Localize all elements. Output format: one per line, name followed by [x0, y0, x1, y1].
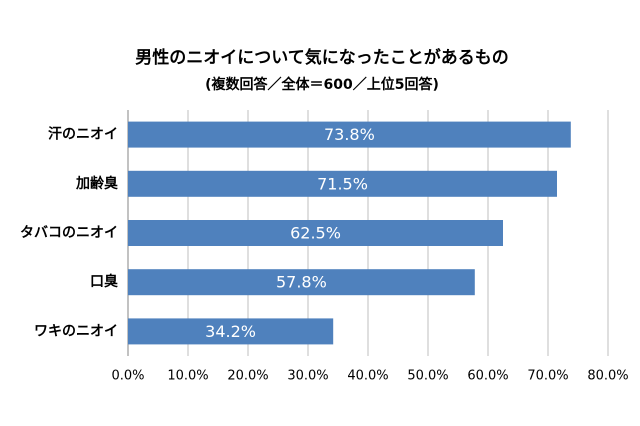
y-tick-label: 加齢臭 [75, 175, 119, 192]
value-label: 62.5% [290, 224, 341, 243]
x-tick-label: 80.0% [587, 369, 628, 384]
value-label: 71.5% [317, 174, 368, 193]
bar [128, 170, 557, 197]
bar [128, 121, 571, 148]
bar [128, 220, 503, 246]
value-label: 57.8% [276, 273, 327, 292]
chart-subtitle: (複数回答／全体＝600／上位5回答) [205, 76, 439, 93]
value-label: 73.8% [324, 125, 375, 144]
x-tick-label: 0.0% [111, 369, 144, 384]
y-tick-label: タバコのニオイ [20, 225, 118, 241]
x-tick-label: 40.0% [347, 369, 388, 384]
x-tick-label: 50.0% [407, 369, 448, 384]
bar [128, 318, 334, 345]
value-label: 34.2% [205, 322, 256, 341]
y-tick-label: ワキのニオイ [34, 323, 118, 339]
x-tick-label: 30.0% [287, 369, 328, 384]
chart-title: 男性のニオイについて気になったことがあるもの [135, 47, 509, 68]
x-tick-label: 20.0% [227, 369, 268, 384]
bar [128, 269, 475, 296]
x-tick-label: 70.0% [527, 369, 568, 384]
x-tick-label: 60.0% [467, 369, 508, 384]
y-tick-label: 口臭 [90, 273, 119, 290]
x-tick-label: 10.0% [167, 369, 208, 384]
y-tick-label: 汗のニオイ [48, 126, 118, 143]
